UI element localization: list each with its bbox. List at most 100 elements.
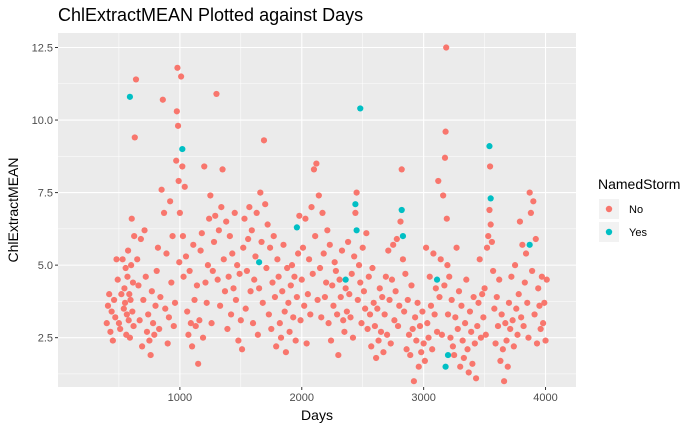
point-no — [180, 273, 187, 280]
point-no — [468, 328, 475, 335]
point-no — [302, 215, 309, 222]
point-no — [486, 163, 494, 170]
point-no — [363, 230, 370, 237]
point-no — [215, 227, 222, 234]
point-no — [176, 259, 183, 266]
point-no — [290, 314, 297, 321]
point-no — [432, 285, 439, 292]
point-no — [543, 276, 550, 283]
point-no — [162, 305, 169, 312]
point-no — [292, 337, 299, 344]
point-no — [443, 44, 450, 51]
point-no — [240, 244, 247, 251]
point-no — [535, 285, 542, 292]
point-no — [331, 259, 338, 266]
point-no — [366, 311, 374, 318]
point-no — [108, 308, 115, 315]
point-no — [193, 282, 201, 289]
point-no — [385, 247, 392, 254]
point-no — [103, 320, 110, 327]
point-no — [281, 308, 288, 315]
x-axis-title: Days — [301, 407, 333, 423]
point-no — [353, 189, 360, 196]
point-no — [529, 267, 536, 275]
point-no — [129, 279, 137, 286]
point-no — [319, 209, 326, 216]
point-no — [167, 198, 174, 205]
point-no — [344, 238, 352, 246]
point-no — [171, 299, 179, 306]
point-no — [525, 334, 532, 341]
point-no — [154, 244, 162, 251]
point-no — [421, 357, 428, 364]
point-no — [173, 157, 180, 164]
point-no — [355, 262, 363, 269]
point-no — [304, 291, 311, 298]
data-points — [103, 44, 550, 385]
point-no — [541, 299, 548, 306]
point-no — [336, 276, 343, 283]
point-no — [230, 285, 237, 292]
point-no — [192, 322, 199, 330]
point-no — [262, 201, 269, 208]
point-no — [491, 305, 498, 312]
x-tick-label: 2000 — [290, 392, 314, 404]
point-no — [214, 276, 221, 283]
point-no — [112, 314, 119, 321]
point-no — [197, 247, 204, 254]
point-no — [245, 235, 252, 243]
point-no — [164, 340, 171, 347]
point-no — [486, 206, 493, 214]
point-no — [223, 218, 230, 225]
x-tick-label: 4000 — [533, 392, 557, 404]
point-no — [342, 285, 349, 292]
y-tick-label: 2.5 — [38, 333, 53, 345]
point-no — [420, 340, 427, 347]
point-no — [393, 235, 400, 243]
point-no — [128, 215, 135, 222]
point-no — [220, 256, 227, 263]
point-no — [457, 363, 464, 370]
point-no — [110, 296, 118, 304]
point-no — [271, 293, 279, 301]
point-no — [107, 328, 114, 335]
point-no — [282, 349, 290, 356]
point-no — [444, 311, 452, 318]
point-no — [270, 233, 277, 240]
point-no — [341, 328, 348, 335]
point-no — [338, 247, 346, 254]
point-no — [387, 340, 394, 347]
point-no — [413, 337, 420, 344]
point-no — [237, 317, 244, 324]
point-no — [249, 320, 257, 327]
point-yes — [487, 195, 494, 202]
point-no — [438, 331, 446, 338]
point-no — [191, 296, 198, 304]
point-no — [241, 215, 248, 222]
point-no — [354, 296, 361, 304]
point-no — [113, 256, 120, 263]
point-no — [538, 273, 545, 280]
point-no — [121, 299, 129, 306]
point-no — [173, 108, 180, 115]
point-no — [274, 256, 281, 263]
point-no — [321, 293, 329, 301]
point-no — [391, 317, 398, 324]
point-no — [213, 90, 220, 98]
point-no — [259, 299, 266, 306]
point-no — [447, 334, 454, 341]
point-no — [507, 325, 514, 333]
point-no — [422, 244, 430, 251]
point-no — [415, 363, 422, 370]
point-no — [346, 291, 353, 298]
point-no — [196, 317, 203, 324]
point-no — [503, 337, 510, 344]
point-no — [313, 160, 320, 167]
point-no — [358, 320, 365, 327]
point-no — [134, 256, 141, 263]
point-no — [129, 308, 136, 315]
point-no — [280, 241, 287, 248]
point-no — [490, 267, 497, 275]
point-no — [324, 227, 331, 234]
point-yes — [433, 276, 441, 283]
